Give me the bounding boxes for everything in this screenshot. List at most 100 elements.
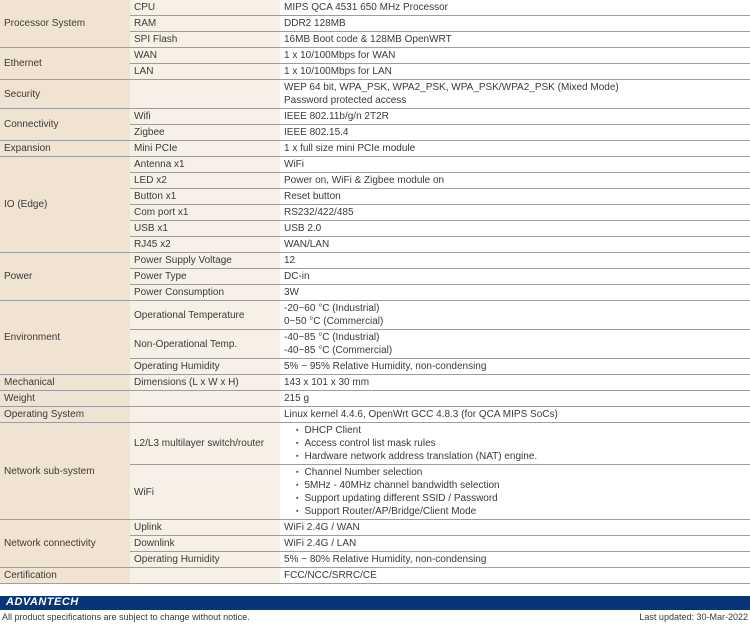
category-cell: Environment	[0, 301, 130, 375]
subcategory-cell	[130, 407, 280, 423]
table-row: ConnectivityWifiIEEE 802.11b/g/n 2T2R	[0, 109, 750, 125]
table-row: MechanicalDimensions (L x W x H)143 x 10…	[0, 375, 750, 391]
value-cell: DDR2 128MB	[280, 16, 750, 32]
subcategory-cell: CPU	[130, 0, 280, 16]
subcategory-cell: LAN	[130, 64, 280, 80]
category-cell: Security	[0, 80, 130, 109]
subcategory-cell: WAN	[130, 48, 280, 64]
table-row: Weight 215 g	[0, 391, 750, 407]
table-row: Operating System Linux kernel 4.4.6, Open…	[0, 407, 750, 423]
subcategory-cell: RAM	[130, 16, 280, 32]
category-cell: Weight	[0, 391, 130, 407]
value-cell: WEP 64 bit, WPA_PSK, WPA2_PSK, WPA_PSK/W…	[280, 80, 750, 109]
table-row: EthernetWAN1 x 10/100Mbps for WAN	[0, 48, 750, 64]
category-cell: Processor System	[0, 0, 130, 48]
footnote-left: All product specifications are subject t…	[2, 612, 250, 622]
value-cell: 1 x full size mini PCIe module	[280, 141, 750, 157]
subcategory-cell: Operating Humidity	[130, 552, 280, 568]
value-cell: WiFi 2.4G / WAN	[280, 520, 750, 536]
subcategory-cell: Downlink	[130, 536, 280, 552]
subcategory-cell: Mini PCIe	[130, 141, 280, 157]
value-cell: -40~85 °C (Industrial)-40~85 °C (Commerc…	[280, 330, 750, 359]
value-cell: 143 x 101 x 30 mm	[280, 375, 750, 391]
value-cell: -20~60 °C (Industrial) 0~50 °C (Commerci…	[280, 301, 750, 330]
value-list-item: Support Router/AP/Bridge/Client Mode	[296, 505, 746, 518]
subcategory-cell: USB x1	[130, 221, 280, 237]
table-row: IO (Edge)Antenna x1WiFi	[0, 157, 750, 173]
value-list-item: Support updating different SSID / Passwo…	[296, 492, 746, 505]
value-cell: RS232/422/485	[280, 205, 750, 221]
table-row: Network sub-systemL2/L3 multilayer switc…	[0, 423, 750, 465]
value-cell: 16MB Boot code & 128MB OpenWRT	[280, 32, 750, 48]
table-row: PowerPower Supply Voltage12	[0, 253, 750, 269]
value-cell: 215 g	[280, 391, 750, 407]
subcategory-cell: Non-Operational Temp.	[130, 330, 280, 359]
footer-bar: ADVANTECH	[0, 596, 750, 610]
subcategory-cell: Uplink	[130, 520, 280, 536]
value-cell: WiFi 2.4G / LAN	[280, 536, 750, 552]
subcategory-cell: LED x2	[130, 173, 280, 189]
subcategory-cell: Dimensions (L x W x H)	[130, 375, 280, 391]
category-cell: Expansion	[0, 141, 130, 157]
category-cell: Operating System	[0, 407, 130, 423]
table-row: EnvironmentOperational Temperature-20~60…	[0, 301, 750, 330]
value-list-item: Channel Number selection	[296, 466, 746, 479]
category-cell: Network connectivity	[0, 520, 130, 568]
subcategory-cell	[130, 80, 280, 109]
subcategory-cell: L2/L3 multilayer switch/router	[130, 423, 280, 465]
subcategory-cell: Button x1	[130, 189, 280, 205]
value-cell: 5% ~ 80% Relative Humidity, non-condensi…	[280, 552, 750, 568]
value-cell: 1 x 10/100Mbps for LAN	[280, 64, 750, 80]
value-cell: FCC/NCC/SRRC/CE	[280, 568, 750, 584]
value-cell: Linux kernel 4.4.6, OpenWrt GCC 4.8.3 (f…	[280, 407, 750, 423]
category-cell: Certification	[0, 568, 130, 584]
category-cell: IO (Edge)	[0, 157, 130, 253]
value-cell: MIPS QCA 4531 650 MHz Processor	[280, 0, 750, 16]
value-cell: 12	[280, 253, 750, 269]
footnote-right: Last updated: 30-Mar-2022	[639, 612, 748, 622]
subcategory-cell: Power Supply Voltage	[130, 253, 280, 269]
subcategory-cell: RJ45 x2	[130, 237, 280, 253]
value-cell: Power on, WiFi & Zigbee module on	[280, 173, 750, 189]
table-row: Network connectivityUplinkWiFi 2.4G / WA…	[0, 520, 750, 536]
value-cell: IEEE 802.11b/g/n 2T2R	[280, 109, 750, 125]
subcategory-cell: Com port x1	[130, 205, 280, 221]
category-cell: Power	[0, 253, 130, 301]
value-cell: DC-in	[280, 269, 750, 285]
value-list-item: Access control list mask rules	[296, 437, 746, 450]
table-row: Processor SystemCPUMIPS QCA 4531 650 MHz…	[0, 0, 750, 16]
subcategory-cell: Operational Temperature	[130, 301, 280, 330]
value-cell: DHCP ClientAccess control list mask rule…	[280, 423, 750, 465]
logo: ADVANTECH	[0, 596, 85, 610]
category-cell: Ethernet	[0, 48, 130, 80]
subcategory-cell: Antenna x1	[130, 157, 280, 173]
value-cell: Channel Number selection5MHz - 40MHz cha…	[280, 465, 750, 520]
value-cell: USB 2.0	[280, 221, 750, 237]
value-list-item: DHCP Client	[296, 424, 746, 437]
table-row: Security WEP 64 bit, WPA_PSK, WPA2_PSK, W…	[0, 80, 750, 109]
category-cell: Mechanical	[0, 375, 130, 391]
table-row: Certification FCC/NCC/SRRC/CE	[0, 568, 750, 584]
subcategory-cell: Power Type	[130, 269, 280, 285]
subcategory-cell: Operating Humidity	[130, 359, 280, 375]
subcategory-cell	[130, 568, 280, 584]
subcategory-cell: WiFi	[130, 465, 280, 520]
subcategory-cell: Wifi	[130, 109, 280, 125]
value-cell: 1 x 10/100Mbps for WAN	[280, 48, 750, 64]
subcategory-cell	[130, 391, 280, 407]
value-cell: WiFi	[280, 157, 750, 173]
value-list-item: Hardware network address translation (NA…	[296, 450, 746, 463]
spec-table: Processor SystemCPUMIPS QCA 4531 650 MHz…	[0, 0, 750, 584]
value-cell: 5% ~ 95% Relative Humidity, non-condensi…	[280, 359, 750, 375]
category-cell: Connectivity	[0, 109, 130, 141]
subcategory-cell: SPI Flash	[130, 32, 280, 48]
value-cell: IEEE 802.15.4	[280, 125, 750, 141]
value-cell: WAN/LAN	[280, 237, 750, 253]
subcategory-cell: Zigbee	[130, 125, 280, 141]
category-cell: Network sub-system	[0, 423, 130, 520]
table-row: ExpansionMini PCIe1 x full size mini PCI…	[0, 141, 750, 157]
footnote: All product specifications are subject t…	[0, 610, 750, 630]
value-cell: 3W	[280, 285, 750, 301]
value-cell: Reset button	[280, 189, 750, 205]
value-list-item: 5MHz - 40MHz channel bandwidth selection	[296, 479, 746, 492]
